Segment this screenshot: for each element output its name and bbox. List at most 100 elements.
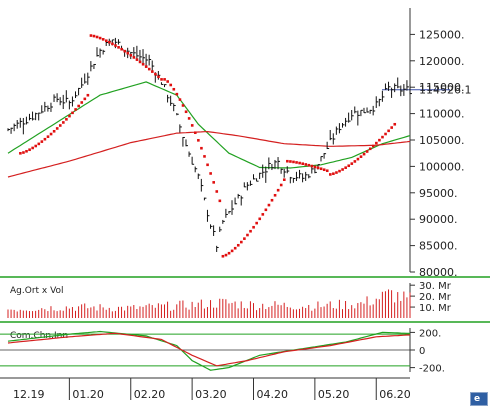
sar-dot: [298, 161, 301, 165]
sar-dot: [193, 131, 197, 135]
price-tick-label: 85000.: [419, 240, 458, 253]
sar-dot: [316, 166, 320, 170]
moving-average-line: [7, 81, 411, 169]
oscillator-tick-label: 200.: [419, 328, 441, 339]
sar-dot: [206, 163, 209, 167]
sar-dot: [46, 135, 50, 138]
volume-tick-label: 10. Mr: [419, 303, 452, 314]
oscillator-line: [7, 332, 410, 367]
sar-dot: [175, 92, 179, 96]
sar-dot: [249, 229, 252, 233]
x-axis: 12.19 01.20 02.20 03.20 04.20 05.20 06.20: [0, 377, 411, 401]
sar-dot: [319, 167, 323, 171]
sar-dot: [295, 161, 298, 164]
sar-dot: [310, 164, 314, 168]
sar-dot: [390, 126, 393, 129]
volume-tick-label: 20. Mr: [419, 292, 452, 303]
sar-dot: [332, 172, 335, 176]
sar-dot: [74, 108, 77, 111]
sar-dot: [154, 72, 157, 76]
price-tick-label: 100000.: [419, 160, 465, 173]
price-tick-label: 105000.: [419, 134, 465, 147]
sar-dot: [243, 237, 246, 240]
sar-dot: [276, 188, 280, 192]
last-value-label: 114526.1: [419, 84, 472, 97]
sar-dot: [197, 139, 200, 142]
sar-dot: [80, 101, 84, 104]
oscillator-line: [7, 330, 410, 371]
price-panel: 125000. 120000. 115000. 110000. 105000. 10000…: [7, 8, 472, 279]
sar-dot: [19, 152, 22, 155]
sar-dot: [200, 146, 203, 150]
sar-dot: [147, 67, 151, 71]
sar-dot: [353, 160, 357, 163]
x-tick-label: 06.20: [379, 388, 411, 401]
sar-dot: [267, 203, 271, 207]
sar-dot: [181, 104, 185, 107]
sar-dot: [163, 78, 166, 81]
sar-dot: [22, 151, 25, 154]
sar-dot: [292, 160, 295, 164]
sar-dot: [25, 149, 28, 153]
sar-dot: [347, 164, 351, 168]
sar-dot: [384, 132, 387, 136]
sar-dot: [362, 152, 366, 156]
sar-dot: [270, 198, 274, 202]
sar-dot: [286, 159, 289, 163]
sar-dot: [224, 253, 228, 257]
price-tick-label: 80000.: [419, 266, 458, 279]
sar-dot: [371, 144, 375, 148]
sar-dot: [40, 140, 44, 143]
sar-dot: [123, 49, 127, 53]
sar-dot: [344, 166, 347, 169]
oscillator-tick-label: 0: [419, 346, 425, 357]
sar-dot: [166, 80, 169, 83]
sar-dot: [329, 173, 332, 176]
sar-dot: [365, 150, 369, 153]
sar-dot: [264, 208, 268, 212]
sar-dot: [381, 135, 384, 139]
sar-dot: [68, 114, 71, 118]
sar-dot: [62, 121, 65, 124]
x-tick-label: 02.20: [134, 388, 166, 401]
sar-dot: [157, 75, 160, 79]
volume-panel-title: Ag.Ort x Vol: [10, 286, 64, 296]
sar-dot: [368, 147, 372, 151]
sar-dot: [252, 225, 255, 229]
sar-dot: [104, 39, 108, 43]
sar-dot: [289, 160, 292, 163]
sar-dot: [209, 172, 212, 175]
sar-dot: [203, 155, 206, 158]
sar-dot: [108, 40, 111, 44]
sar-dot: [233, 246, 237, 250]
price-tick-label: 90000.: [419, 213, 458, 226]
sar-dot: [335, 171, 338, 174]
sar-dot: [135, 58, 139, 61]
sar-dot: [169, 83, 173, 87]
price-tick-label: 115000.: [419, 81, 465, 94]
sar-dot: [114, 44, 117, 47]
sar-dot: [49, 132, 53, 136]
sar-dot: [218, 199, 222, 203]
sar-dot: [230, 249, 234, 253]
x-tick-label: 01.20: [72, 388, 104, 401]
sar-dot: [126, 51, 130, 55]
sar-dot: [28, 148, 31, 152]
sar-dot: [356, 157, 360, 161]
logo-icon[interactable]: e: [470, 392, 488, 406]
x-tick-label: 04.20: [256, 388, 288, 401]
sar-dot: [117, 46, 120, 49]
sar-dot: [172, 87, 176, 91]
sar-dot: [221, 254, 225, 258]
sar-dot: [184, 110, 188, 114]
sar-dot: [111, 42, 114, 46]
sar-dot: [71, 111, 74, 115]
sar-dot: [98, 36, 102, 40]
sar-dot: [338, 169, 341, 173]
sar-dot: [378, 138, 381, 142]
sar-dot: [215, 190, 219, 193]
price-tick-label: 110000.: [419, 108, 465, 121]
sar-dot: [160, 78, 163, 81]
sar-dot: [279, 183, 283, 187]
